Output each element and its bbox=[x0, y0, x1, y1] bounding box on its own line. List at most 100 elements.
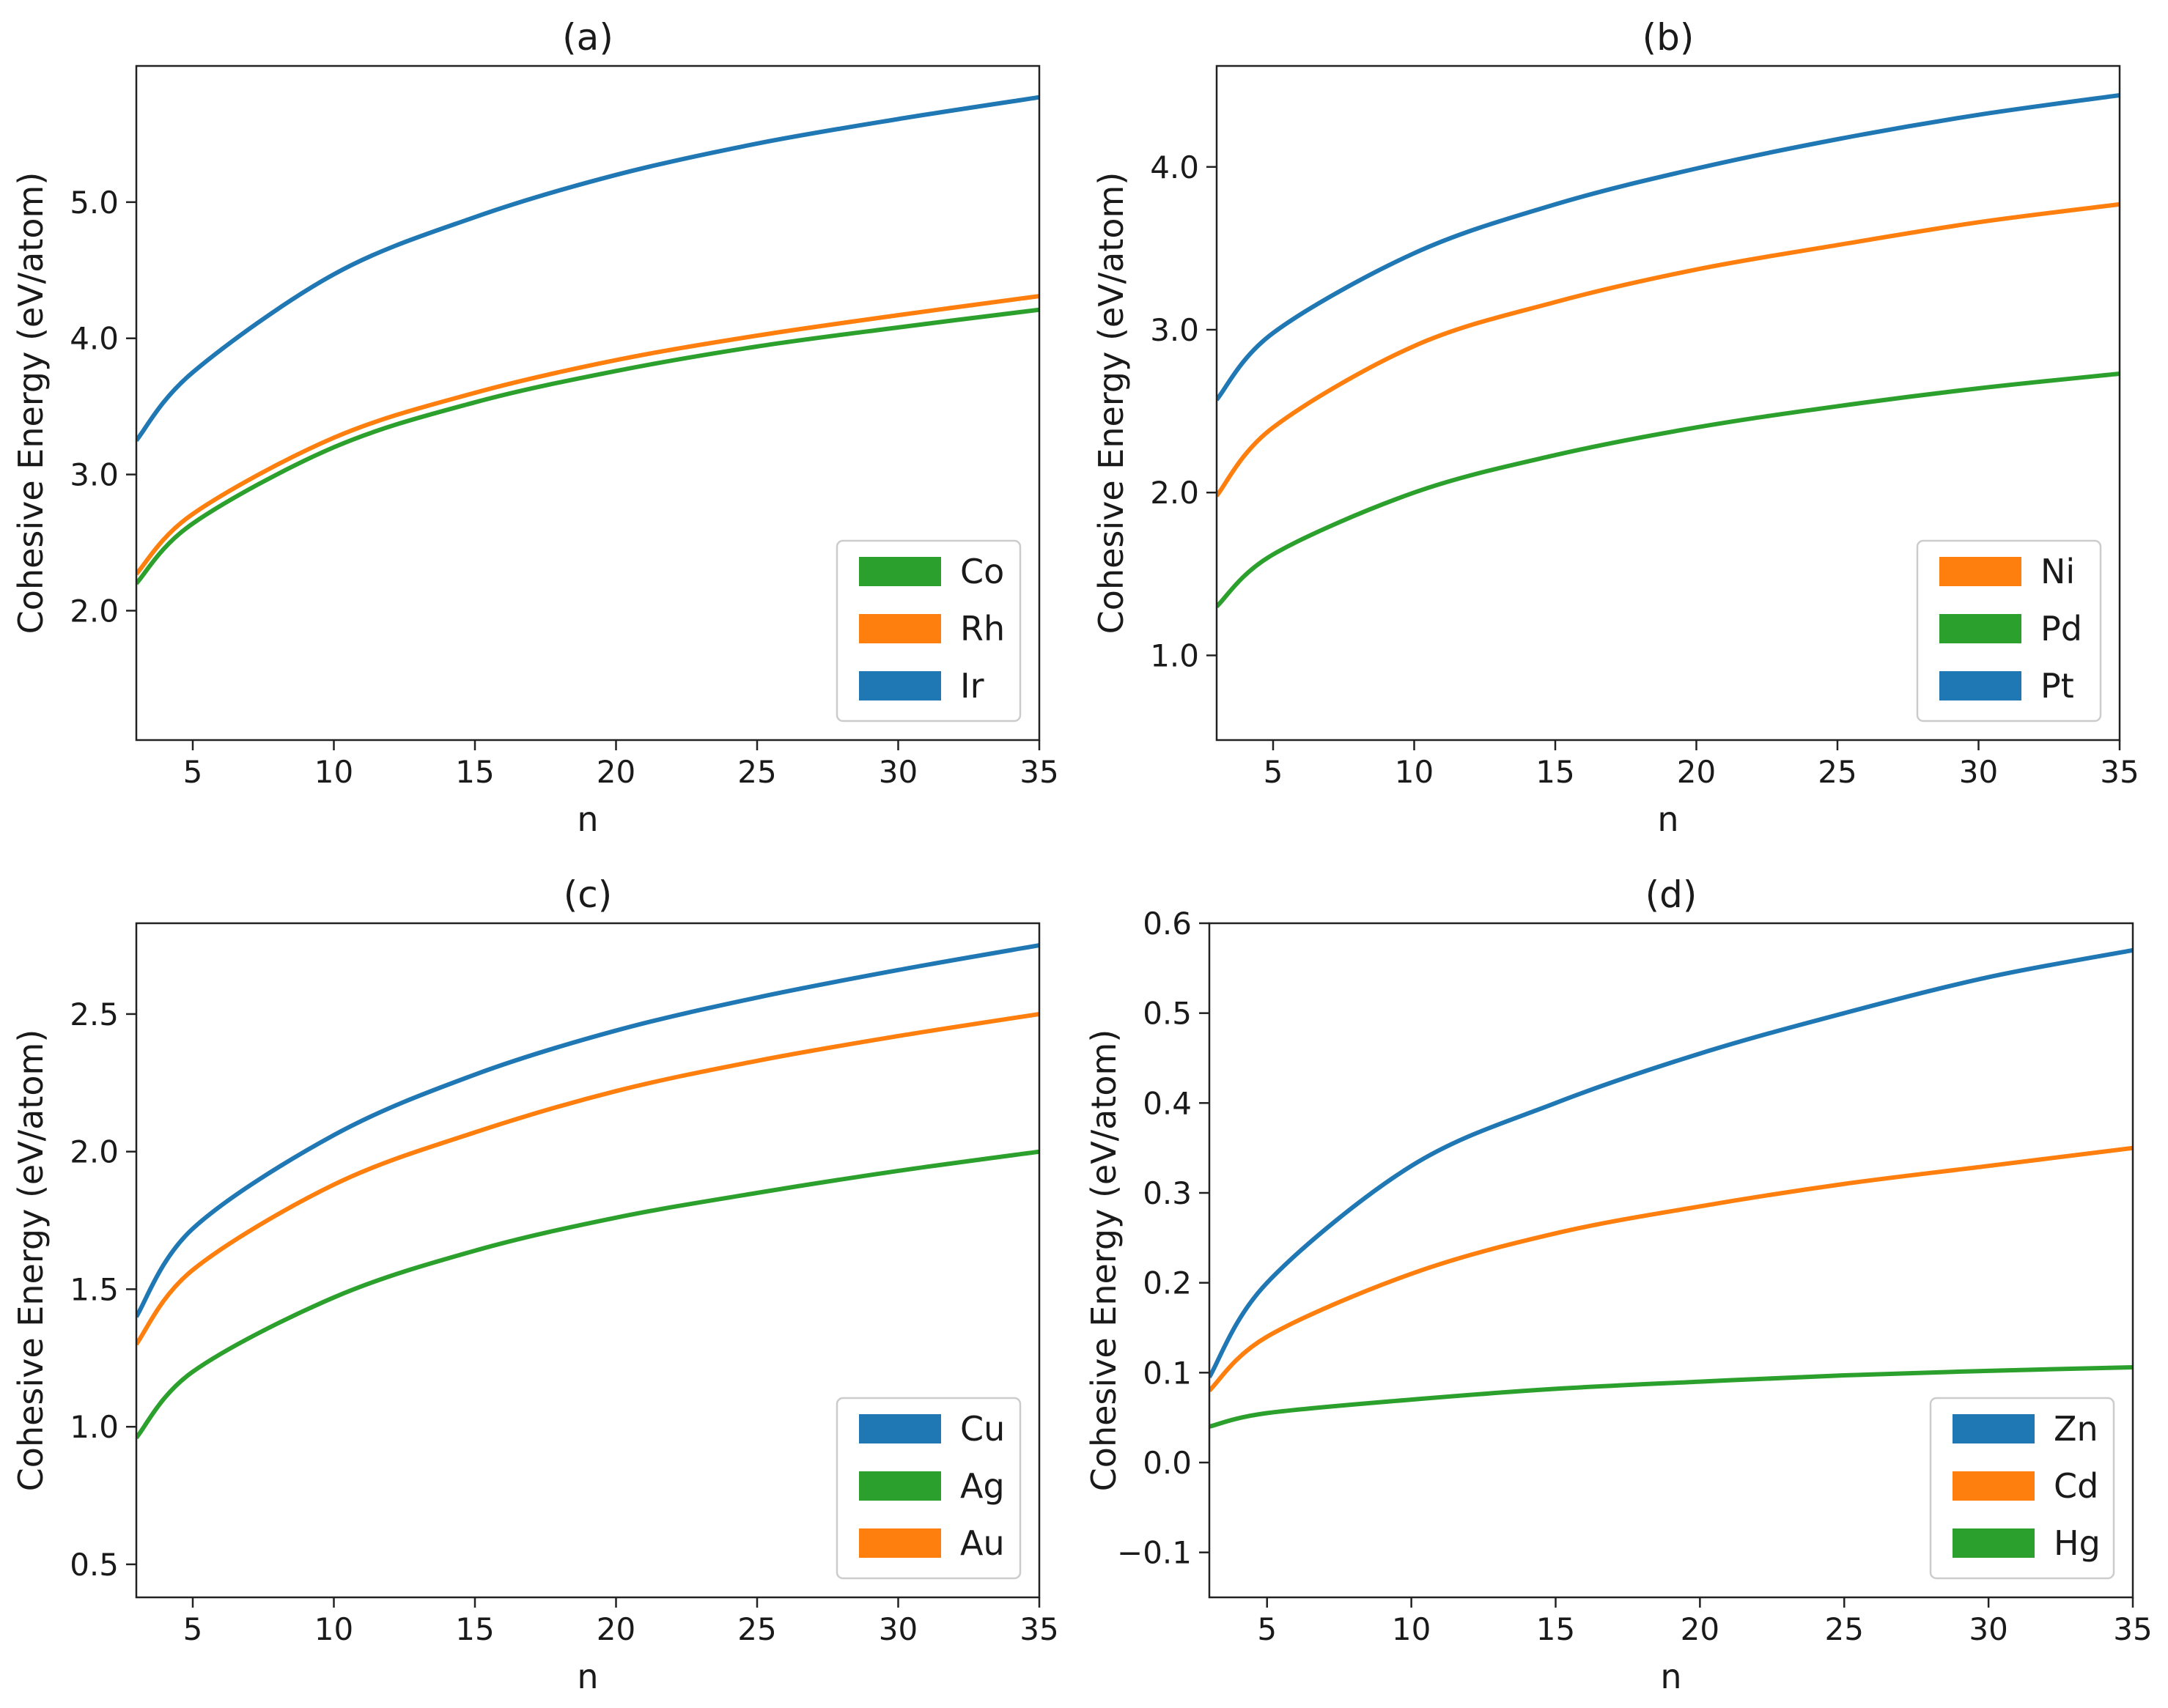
legend-label-zn: Zn bbox=[2054, 1409, 2098, 1449]
x-tick-label: 25 bbox=[1825, 1611, 1864, 1647]
y-tick-label: 3.0 bbox=[1150, 312, 1199, 348]
y-axis-label: Cohesive Energy (eV/atom) bbox=[11, 1029, 51, 1492]
x-tick-label: 5 bbox=[1257, 1611, 1277, 1647]
x-axis-label: n bbox=[577, 1657, 598, 1696]
y-tick-label: 2.0 bbox=[1150, 475, 1199, 511]
legend-swatch-cu bbox=[859, 1414, 941, 1443]
x-tick-label: 25 bbox=[737, 1611, 776, 1647]
legend-swatch-zn bbox=[1953, 1414, 2035, 1443]
x-tick-label: 10 bbox=[1395, 754, 1434, 790]
x-tick-label: 10 bbox=[1392, 1611, 1431, 1647]
legend-label-co: Co bbox=[960, 552, 1004, 591]
axes-frame bbox=[1215, 64, 2121, 742]
series-line-rh bbox=[136, 294, 1039, 576]
y-tick-label: 2.5 bbox=[70, 997, 119, 1032]
y-tick-label: 2.0 bbox=[70, 593, 119, 629]
x-tick-label: 5 bbox=[183, 1611, 203, 1647]
legend-swatch-pd bbox=[1939, 614, 2021, 643]
x-tick-label: 15 bbox=[1536, 1611, 1575, 1647]
legend-swatch-au bbox=[859, 1528, 941, 1558]
x-tick-label: 15 bbox=[455, 754, 494, 790]
panel-c: 5 10 15 20 25 30 35 0.5 1.0 1.5 2.0 2.5 (c) n Cohesive… bbox=[11, 873, 1059, 1696]
legend-swatch-pt bbox=[1939, 671, 2021, 700]
series-line-cu bbox=[136, 943, 1039, 1318]
y-axis-label: Cohesive Energy (eV/atom) bbox=[1084, 1029, 1124, 1492]
y-tick-label: 0.0 bbox=[1143, 1445, 1192, 1481]
legend-label-pd: Pd bbox=[2040, 609, 2082, 648]
y-tick-label: 5.0 bbox=[70, 185, 119, 221]
y-tick-label: 4.0 bbox=[70, 321, 119, 357]
x-tick-label: 25 bbox=[737, 754, 776, 790]
legend: Co Rh Ir bbox=[836, 539, 1022, 722]
x-tick-label: 20 bbox=[1677, 754, 1716, 790]
x-tick-label: 30 bbox=[879, 754, 918, 790]
x-tick-label: 5 bbox=[183, 754, 203, 790]
panel-title: (b) bbox=[1642, 16, 1695, 59]
x-tick-label: 20 bbox=[597, 1611, 635, 1647]
x-tick-label: 15 bbox=[1535, 754, 1574, 790]
legend-swatch-hg bbox=[1953, 1528, 2035, 1558]
legend: Ni Pd Pt bbox=[1916, 539, 2102, 722]
y-tick-label: 0.4 bbox=[1143, 1085, 1192, 1121]
x-tick-label: 20 bbox=[597, 754, 635, 790]
series-line-co bbox=[136, 307, 1039, 585]
series-line-zn bbox=[1209, 947, 2133, 1379]
legend-label-cu: Cu bbox=[960, 1409, 1005, 1449]
axes-frame bbox=[135, 64, 1041, 742]
axes-frame bbox=[1208, 922, 2134, 1599]
legend-label-ni: Ni bbox=[2040, 552, 2075, 591]
series-line-hg bbox=[1209, 1364, 2133, 1429]
x-tick-label: 5 bbox=[1264, 754, 1283, 790]
panel-d: 5 10 15 20 25 30 35 −0.1 0.0 0.1 0.2 0.3 0.4 0.5 0.6 (d… bbox=[1084, 873, 2153, 1696]
legend: Cu Ag Au bbox=[836, 1397, 1022, 1580]
series-line-ni bbox=[1217, 202, 2120, 498]
x-tick-label: 25 bbox=[1818, 754, 1857, 790]
y-tick-label: 0.5 bbox=[70, 1547, 119, 1583]
series-line-au bbox=[136, 1011, 1039, 1346]
y-axis-label: Cohesive Energy (eV/atom) bbox=[1091, 172, 1131, 635]
y-tick-label: 2.0 bbox=[70, 1134, 119, 1170]
x-tick-label: 30 bbox=[879, 1611, 918, 1647]
y-tick-label: 1.0 bbox=[1150, 637, 1199, 673]
x-tick-label: 20 bbox=[1681, 1611, 1719, 1647]
legend-label-pt: Pt bbox=[2040, 666, 2074, 706]
x-tick-label: 30 bbox=[1959, 754, 1998, 790]
y-tick-label: 4.0 bbox=[1150, 149, 1199, 185]
y-tick-label: 3.0 bbox=[70, 457, 119, 493]
y-tick-label: 0.5 bbox=[1143, 996, 1192, 1032]
series-line-pt bbox=[1217, 93, 2120, 402]
legend-label-au: Au bbox=[960, 1523, 1005, 1563]
x-tick-label: 30 bbox=[1969, 1611, 2007, 1647]
panel-title: (d) bbox=[1645, 873, 1697, 916]
y-tick-label: 1.0 bbox=[70, 1409, 119, 1445]
x-tick-label: 10 bbox=[314, 1611, 353, 1647]
x-tick-label: 35 bbox=[2100, 754, 2139, 790]
y-tick-label: 0.2 bbox=[1143, 1265, 1192, 1301]
x-tick-label: 35 bbox=[2113, 1611, 2152, 1647]
y-tick-label: 0.3 bbox=[1143, 1175, 1192, 1211]
legend-label-ag: Ag bbox=[960, 1466, 1005, 1506]
y-tick-label: 0.1 bbox=[1143, 1355, 1192, 1391]
panel-a: 5 10 15 20 25 30 35 2.0 3.0 4.0 5.0 (a) n Cohesive En… bbox=[11, 16, 1059, 839]
y-tick-label: 1.5 bbox=[70, 1271, 119, 1307]
axes-frame bbox=[135, 922, 1041, 1599]
panel-title: (c) bbox=[564, 873, 613, 916]
series-line-cd bbox=[1209, 1145, 2133, 1393]
legend-label-rh: Rh bbox=[960, 609, 1005, 648]
legend-swatch-co bbox=[859, 557, 941, 586]
series-line-pd bbox=[1217, 371, 2120, 608]
panel-b: 5 10 15 20 25 30 35 1.0 2.0 3.0 4.0 (b) n Cohesive En… bbox=[1091, 16, 2139, 839]
x-tick-label: 10 bbox=[314, 754, 353, 790]
x-tick-label: 35 bbox=[1020, 1611, 1058, 1647]
x-tick-label: 35 bbox=[1020, 754, 1058, 790]
x-axis-label: n bbox=[1660, 1657, 1681, 1696]
series-line-ir bbox=[136, 95, 1039, 443]
legend-label-ir: Ir bbox=[960, 666, 984, 706]
x-axis-label: n bbox=[1657, 799, 1678, 839]
y-tick-label: 0.6 bbox=[1143, 906, 1192, 942]
y-tick-label: −0.1 bbox=[1117, 1535, 1192, 1571]
legend-swatch-rh bbox=[859, 614, 941, 643]
legend-swatch-cd bbox=[1953, 1471, 2035, 1501]
series-line-ag bbox=[136, 1149, 1039, 1440]
